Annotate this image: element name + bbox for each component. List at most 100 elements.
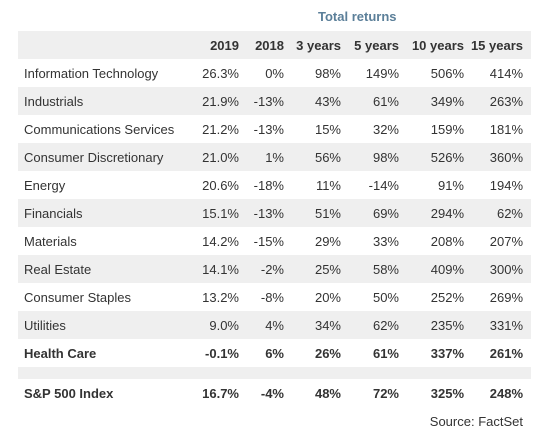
return-cell: 58% <box>341 255 399 283</box>
return-cell: -18% <box>253 177 284 193</box>
return-cell: -15% <box>253 233 284 249</box>
return-cell: 33% <box>372 233 399 249</box>
return-cell: 11% <box>315 177 341 193</box>
return-cell: 20.6% <box>202 177 239 193</box>
return-cell: 98% <box>341 143 399 171</box>
return-cell: -14% <box>368 177 399 193</box>
return-cell: 207% <box>489 233 523 249</box>
return-cell: 51% <box>284 199 341 227</box>
return-cell: 1% <box>239 143 284 171</box>
header-3-years: 3 years <box>284 31 341 59</box>
return-cell: 43% <box>284 87 341 115</box>
return-cell: 9.0% <box>189 311 239 339</box>
return-cell: -0.1% <box>205 345 239 361</box>
return-cell: 15.1% <box>189 199 239 227</box>
return-cell: 294% <box>399 199 464 227</box>
return-cell: 21.9% <box>189 87 239 115</box>
header-15-years: 15 years <box>464 31 531 59</box>
sector-name: S&P 500 Index <box>24 385 114 401</box>
return-cell: 331% <box>464 311 531 339</box>
return-cell: 181% <box>489 121 523 137</box>
spacer-row <box>18 367 531 379</box>
sector-name: Communications Services <box>24 121 175 137</box>
table-row: Financials 15.1% -13% 51% 69% 294% 62% <box>18 199 531 227</box>
return-cell: -4% <box>260 385 284 401</box>
sector-name: Industrials <box>18 87 189 115</box>
sector-name: Health Care <box>24 345 97 361</box>
sector-name: Consumer Discretionary <box>18 143 189 171</box>
sector-name: Financials <box>18 199 189 227</box>
return-cell: 0% <box>265 65 284 81</box>
return-cell: 25% <box>284 255 341 283</box>
return-cell: -13% <box>253 121 284 137</box>
return-cell: 72% <box>372 385 399 401</box>
return-cell: 349% <box>399 87 464 115</box>
table-row: Information Technology 26.3% 0% 98% 149% 506%… <box>18 59 531 87</box>
return-cell: 414% <box>489 65 523 81</box>
return-cell: 14.2% <box>202 233 239 249</box>
source-note: Source: FactSet <box>429 413 523 429</box>
return-cell: 20% <box>314 289 341 305</box>
return-cell: 61% <box>341 87 399 115</box>
return-cell: 62% <box>341 311 399 339</box>
return-cell: -8% <box>260 289 284 305</box>
sector-name: Real Estate <box>18 255 189 283</box>
return-cell: 208% <box>430 233 464 249</box>
return-cell: 300% <box>464 255 531 283</box>
total-returns-heading: Total returns <box>318 9 397 24</box>
index-row: S&P 500 Index 16.7% -4% 48% 72% 325% 248% <box>18 379 531 407</box>
return-cell: 526% <box>399 143 464 171</box>
return-cell: 62% <box>464 199 531 227</box>
sector-name: Energy <box>24 177 66 193</box>
return-cell: 159% <box>430 121 464 137</box>
return-cell: 48% <box>314 385 341 401</box>
return-cell: 21.0% <box>189 143 239 171</box>
return-cell: 15% <box>314 121 341 137</box>
return-cell: 32% <box>372 121 399 137</box>
sector-name: Information Technology <box>24 65 159 81</box>
table-row: Utilities 9.0% 4% 34% 62% 235% 331% <box>18 311 531 339</box>
sector-name: Materials <box>24 233 77 249</box>
table-row: Real Estate 14.1% -2% 25% 58% 409% 300% <box>18 255 531 283</box>
source-row: Source: FactSet <box>18 407 531 435</box>
return-cell: 360% <box>464 143 531 171</box>
table-row: Health Care -0.1% 6% 26% 61% 337% 261% <box>18 339 531 367</box>
return-cell: 14.1% <box>189 255 239 283</box>
table-row: Industrials 21.9% -13% 43% 61% 349% 263% <box>18 87 531 115</box>
return-cell: 56% <box>284 143 341 171</box>
return-cell: 69% <box>341 199 399 227</box>
return-cell: 409% <box>399 255 464 283</box>
return-cell: 506% <box>430 65 464 81</box>
return-cell: 263% <box>464 87 531 115</box>
return-cell: 248% <box>489 385 523 401</box>
header-2019: 2019 <box>189 31 239 59</box>
header-sector <box>18 31 189 59</box>
return-cell: 26.3% <box>202 65 239 81</box>
return-cell: 194% <box>489 177 523 193</box>
return-cell: -2% <box>239 255 284 283</box>
return-cell: 4% <box>239 311 284 339</box>
return-cell: 34% <box>284 311 341 339</box>
return-cell: 269% <box>489 289 523 305</box>
return-cell: 261% <box>489 345 523 361</box>
return-cell: 149% <box>365 65 399 81</box>
sector-name: Utilities <box>18 311 189 339</box>
return-cell: 29% <box>314 233 341 249</box>
return-cell: 16.7% <box>202 385 239 401</box>
return-cell: -13% <box>239 199 284 227</box>
table-row: Consumer Discretionary 21.0% 1% 56% 98% 526% 3… <box>18 143 531 171</box>
spacer-cell <box>18 367 531 379</box>
return-cell: 50% <box>372 289 399 305</box>
return-cell: 252% <box>430 289 464 305</box>
return-cell: 337% <box>430 345 464 361</box>
returns-table: 2019 2018 3 years 5 years 10 years 15 ye… <box>18 31 531 435</box>
return-cell: 235% <box>399 311 464 339</box>
table-row: Energy 20.6% -18% 11% -14% 91% 194% <box>18 171 531 199</box>
table-row: Communications Services 21.2% -13% 15% 32% 15… <box>18 115 531 143</box>
return-cell: 61% <box>372 345 399 361</box>
return-cell: 21.2% <box>202 121 239 137</box>
header-5-years: 5 years <box>341 31 399 59</box>
return-cell: 13.2% <box>202 289 239 305</box>
return-cell: 98% <box>314 65 341 81</box>
